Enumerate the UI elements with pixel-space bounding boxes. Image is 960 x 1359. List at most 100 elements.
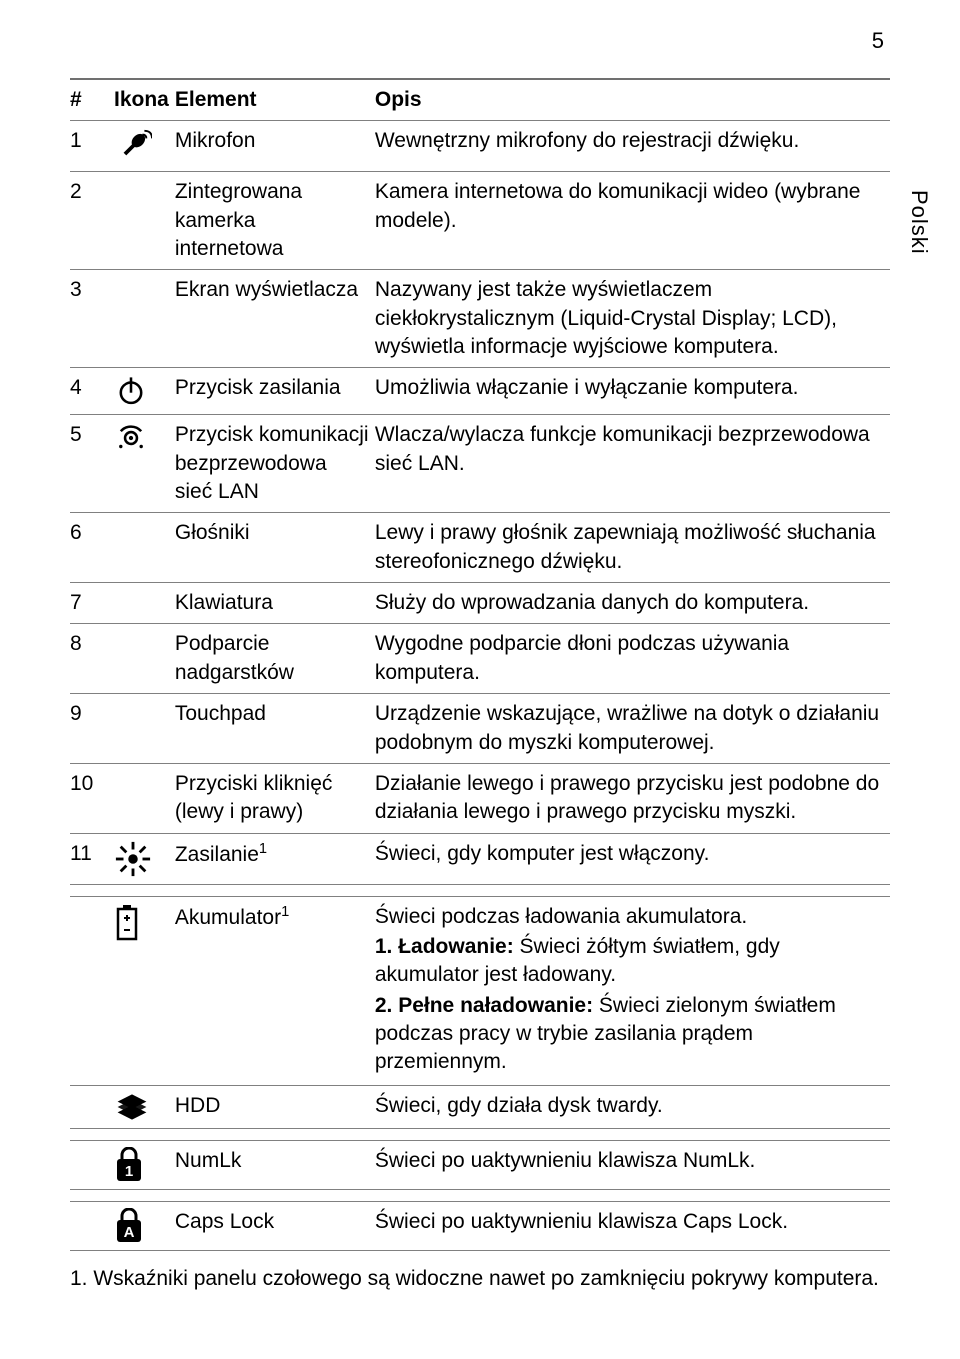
table-row: 1 NumLk Świeci po uaktywnieniu klawisza …	[70, 1140, 890, 1189]
cell-element: Touchpad	[175, 694, 375, 764]
cell-icon	[114, 513, 175, 583]
cell-icon	[114, 833, 175, 884]
desc-line: 1. Ładowanie: Świeci żółtym światłem, gd…	[375, 933, 884, 990]
cell-icon	[114, 624, 175, 694]
cell-icon	[114, 1085, 175, 1128]
cell-desc: Świeci podczas ładowania akumulatora. 1.…	[375, 896, 890, 1085]
cell-icon: A	[114, 1201, 175, 1250]
cell-element: Zasilanie1	[175, 833, 375, 884]
desc-bold: 1. Ładowanie:	[375, 935, 514, 958]
svg-text:1: 1	[125, 1163, 133, 1180]
cell-num: 11	[70, 833, 114, 884]
table-row: 5 Przycisk komunikacji bezprzewodowa sie…	[70, 415, 890, 513]
numlock-icon: 1	[114, 1147, 144, 1183]
cell-element: Klawiatura	[175, 583, 375, 624]
table-row: 7 Klawiatura Służy do wprowadzania danyc…	[70, 583, 890, 624]
cell-desc: Wygodne podparcie dłoni podczas używania…	[375, 624, 890, 694]
cell-element: Zintegrowana kamerka internetowa	[175, 172, 375, 270]
cell-num: 2	[70, 172, 114, 270]
cell-desc: Umożliwia włączanie i wyłączanie kompute…	[375, 368, 890, 415]
cell-desc: Świeci, gdy działa dysk twardy.	[375, 1085, 890, 1128]
cell-element: Przycisk komunikacji bezprzewodowa sieć …	[175, 415, 375, 513]
language-tab: Polski	[906, 190, 932, 255]
cell-icon	[114, 368, 175, 415]
cell-desc: Lewy i prawy głośnik zapewniają możliwoś…	[375, 513, 890, 583]
cell-desc: Działanie lewego i prawego przycisku jes…	[375, 763, 890, 833]
desc-line: Świeci podczas ładowania akumulatora.	[375, 903, 884, 931]
cell-num: 8	[70, 624, 114, 694]
cell-num: 5	[70, 415, 114, 513]
power-led-icon	[114, 840, 152, 878]
cell-num: 7	[70, 583, 114, 624]
cell-num: 6	[70, 513, 114, 583]
cell-icon	[114, 763, 175, 833]
cell-num: 9	[70, 694, 114, 764]
th-icon: Ikona	[114, 79, 175, 121]
table-row: HDD Świeci, gdy działa dysk twardy.	[70, 1085, 890, 1128]
cell-num	[70, 896, 114, 1085]
desc-line: 2. Pełne naładowanie: Świeci zielonym św…	[375, 992, 884, 1077]
cell-desc: Świeci po uaktywnieniu klawisza Caps Loc…	[375, 1201, 890, 1250]
power-icon	[114, 374, 148, 408]
cell-element: HDD	[175, 1085, 375, 1128]
svg-text:A: A	[124, 1224, 135, 1241]
table-row: 8 Podparcie nadgarstków Wygodne podparci…	[70, 624, 890, 694]
cell-desc: Wlacza/wylacza funkcje komunikacji bezpr…	[375, 415, 890, 513]
cell-desc: Wewnętrzny mikrofony do rejestracji dźwi…	[375, 121, 890, 172]
table-row: 6 Głośniki Lewy i prawy głośnik zapewnia…	[70, 513, 890, 583]
footnote: 1. Wskaźniki panelu czołowego są widoczn…	[70, 1265, 890, 1293]
cell-element: Głośniki	[175, 513, 375, 583]
th-element: Element	[175, 79, 375, 121]
table-row: 11 Zasilanie1	[70, 833, 890, 884]
cell-icon: 1	[114, 1140, 175, 1189]
footnote-ref: 1	[259, 841, 267, 857]
cell-num	[70, 1140, 114, 1189]
table-row: 4 Przycisk zasilania Umożliwia włączanie…	[70, 368, 890, 415]
element-label: Zasilanie	[175, 843, 259, 866]
capslock-icon: A	[114, 1208, 144, 1244]
cell-num: 3	[70, 270, 114, 368]
footnote-ref: 1	[281, 904, 289, 920]
cell-desc: Świeci, gdy komputer jest włączony.	[375, 833, 890, 884]
cell-icon	[114, 121, 175, 172]
cell-icon	[114, 583, 175, 624]
cell-desc: Nazywany jest także wyświetlaczem ciekło…	[375, 270, 890, 368]
cell-num	[70, 1201, 114, 1250]
page-number: 5	[872, 28, 884, 54]
cell-icon	[114, 172, 175, 270]
cell-element: Caps Lock	[175, 1201, 375, 1250]
th-num: #	[70, 79, 114, 121]
cell-icon	[114, 270, 175, 368]
table-row: 2 Zintegrowana kamerka internetowa Kamer…	[70, 172, 890, 270]
cell-desc: Kamera internetowa do komunikacji wideo …	[375, 172, 890, 270]
cell-num	[70, 1085, 114, 1128]
components-table: # Ikona Element Opis 1 Mikrofon Wewnętrz…	[70, 78, 890, 1251]
cell-element: Przyciski kliknięć (lewy i prawy)	[175, 763, 375, 833]
microphone-icon	[114, 127, 152, 165]
cell-desc: Świeci po uaktywnieniu klawisza NumLk.	[375, 1140, 890, 1189]
th-desc: Opis	[375, 79, 890, 121]
hdd-icon	[114, 1092, 150, 1122]
table-row: 3 Ekran wyświetlacza Nazywany jest także…	[70, 270, 890, 368]
cell-icon	[114, 694, 175, 764]
cell-desc: Urządzenie wskazujące, wrażliwe na dotyk…	[375, 694, 890, 764]
cell-element: Podparcie nadgarstków	[175, 624, 375, 694]
cell-element: NumLk	[175, 1140, 375, 1189]
cell-desc: Służy do wprowadzania danych do komputer…	[375, 583, 890, 624]
cell-icon	[114, 415, 175, 513]
cell-element: Ekran wyświetlacza	[175, 270, 375, 368]
element-label: Akumulator	[175, 906, 281, 929]
table-row: 10 Przyciski kliknięć (lewy i prawy) Dzi…	[70, 763, 890, 833]
battery-icon	[114, 903, 140, 941]
cell-element: Mikrofon	[175, 121, 375, 172]
cell-num: 1	[70, 121, 114, 172]
wireless-icon	[114, 421, 148, 455]
cell-num: 10	[70, 763, 114, 833]
table-row: A Caps Lock Świeci po uaktywnieniu klawi…	[70, 1201, 890, 1250]
table-row: 9 Touchpad Urządzenie wskazujące, wrażli…	[70, 694, 890, 764]
table-header-row: # Ikona Element Opis	[70, 79, 890, 121]
cell-element: Przycisk zasilania	[175, 368, 375, 415]
cell-element: Akumulator1	[175, 896, 375, 1085]
cell-num: 4	[70, 368, 114, 415]
desc-bold: 2. Pełne naładowanie:	[375, 994, 593, 1017]
